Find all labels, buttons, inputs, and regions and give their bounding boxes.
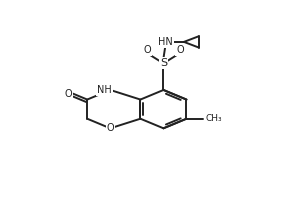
Text: CH₃: CH₃ xyxy=(206,114,223,123)
Text: O: O xyxy=(176,45,184,55)
Text: O: O xyxy=(64,89,72,99)
Text: S: S xyxy=(160,58,167,68)
Text: O: O xyxy=(143,45,151,55)
Text: NH: NH xyxy=(97,85,112,95)
Text: O: O xyxy=(106,123,114,133)
Text: HN: HN xyxy=(158,37,173,47)
